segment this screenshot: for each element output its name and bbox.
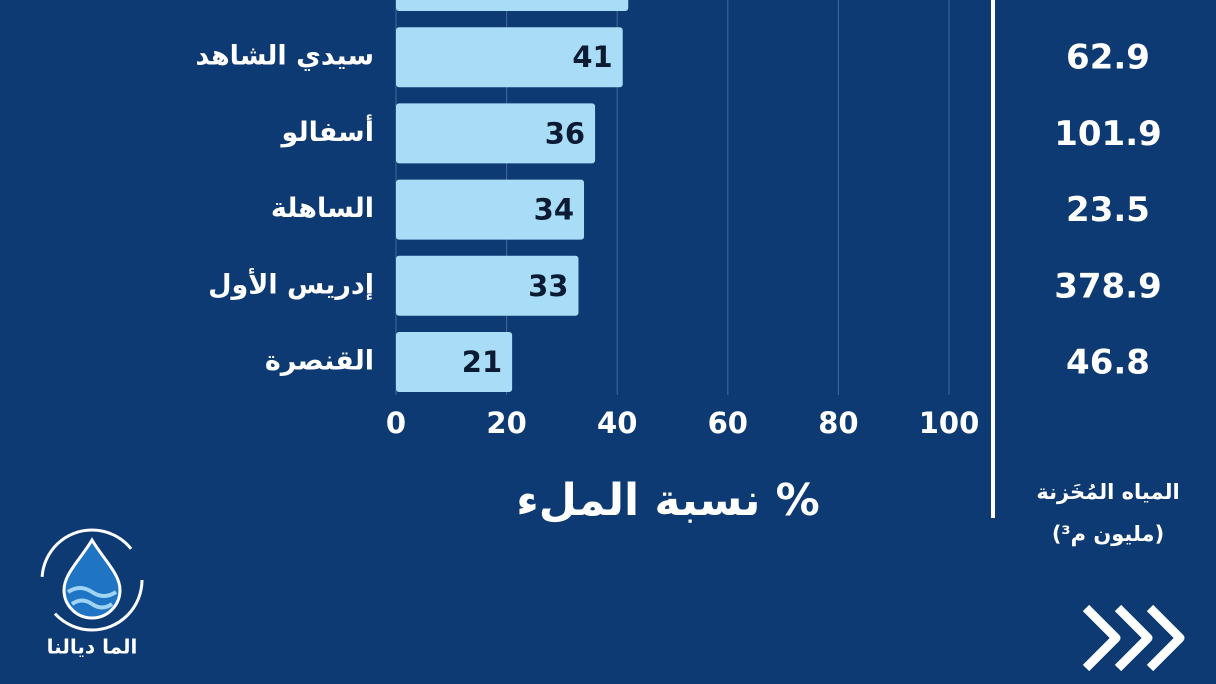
x-tick-label: 20 <box>486 406 526 440</box>
category-label: أسفالو <box>280 114 374 148</box>
logo-ring <box>40 528 144 632</box>
bar <box>396 27 623 88</box>
logo-drop <box>62 537 122 620</box>
bar <box>396 0 629 11</box>
x-tick-label: 40 <box>597 406 637 440</box>
value-label: 21 <box>462 345 502 379</box>
x-tick-label: 0 <box>386 406 406 440</box>
bar <box>396 179 585 240</box>
logo-wave <box>70 598 114 610</box>
stored-value: 378.9 <box>1054 266 1162 306</box>
category-label: إدريس الأول <box>208 267 374 300</box>
category-label: القنصرة <box>265 346 374 377</box>
x-tick-label: 80 <box>818 406 858 440</box>
chevron <box>1114 604 1153 672</box>
stored-unit: (مليون م³) <box>1052 522 1164 546</box>
x-axis-label: نسبة الملء % <box>516 475 820 526</box>
value-label: 41 <box>572 40 612 74</box>
next-arrows[interactable] <box>1082 604 1185 672</box>
logo: الما ديالنا <box>40 528 144 659</box>
x-tick-label: 60 <box>708 406 748 440</box>
value-label: 34 <box>534 193 574 227</box>
value-label: 33 <box>528 269 568 303</box>
category-label: الساهلة <box>271 193 374 224</box>
bar <box>396 255 579 316</box>
stored-value: 62.9 <box>1066 38 1150 78</box>
stored-title: المياه المُخَزنة <box>1036 480 1179 504</box>
stored-value: 23.5 <box>1066 190 1150 230</box>
value-label: 36 <box>545 116 585 150</box>
category-label: سيدي الشاهد <box>195 41 374 72</box>
bar <box>396 103 596 164</box>
logo-text: الما ديالنا <box>47 635 138 659</box>
chevron <box>1082 604 1121 672</box>
logo-wave <box>66 586 118 598</box>
stored-value: 101.9 <box>1054 114 1162 154</box>
stored-value: 46.8 <box>1066 343 1150 383</box>
bar <box>396 332 513 392</box>
chevron <box>1146 604 1185 672</box>
x-tick-label: 100 <box>919 406 980 440</box>
